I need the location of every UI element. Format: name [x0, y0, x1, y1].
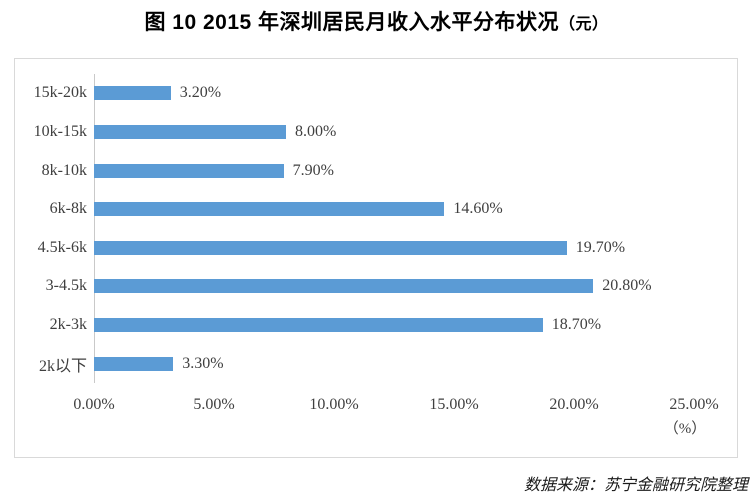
bar-row: 2k-3k 18.70%	[15, 306, 737, 345]
bar	[94, 356, 174, 371]
category-label: 3-4.5k	[45, 277, 87, 295]
x-tick-label: 15.00%	[429, 396, 479, 413]
chart-title-text: 图 10 2015 年深圳居民月收入水平分布状况	[144, 11, 560, 34]
bar-row: 3-4.5k 20.80%	[15, 267, 737, 306]
source-note: 数据来源：苏宁金融研究院整理	[523, 477, 748, 494]
bar-row: 10k-15k 8.00%	[15, 113, 737, 152]
bar-row: 2k以下 3.30%	[15, 344, 737, 383]
value-label: 20.80%	[602, 277, 652, 295]
category-label: 2k以下	[38, 357, 87, 375]
x-axis: 0.00% 5.00% 10.00% 15.00% 20.00% 25.00%	[15, 396, 737, 416]
category-label: 2k-3k	[49, 316, 87, 334]
value-label: 7.90%	[292, 161, 334, 179]
bar	[94, 202, 445, 217]
chart-title-unit: （元）	[559, 16, 609, 33]
chart-title: 图 10 2015 年深圳居民月收入水平分布状况（元）	[0, 6, 753, 36]
bar-rows: 15k-20k 3.20% 10k-15k 8.00% 8k-10k 7.90% 6k-8k…	[15, 74, 737, 383]
bar-row: 4.5k-6k 19.70%	[15, 229, 737, 268]
x-tick-label: 5.00%	[193, 396, 235, 413]
bar-row: 6k-8k 14.60%	[15, 190, 737, 229]
category-label: 15k-20k	[33, 84, 87, 102]
chart-frame: 15k-20k 3.20% 10k-15k 8.00% 8k-10k 7.90% 6k-8k…	[14, 58, 738, 458]
category-label: 8k-10k	[41, 161, 87, 179]
bar	[94, 86, 171, 101]
value-label: 18.70%	[551, 316, 602, 334]
bar	[94, 124, 286, 139]
bar	[94, 163, 284, 178]
category-axis-line	[94, 74, 95, 383]
category-label: 4.5k-6k	[37, 238, 87, 256]
x-tick-label: 25.00%	[669, 396, 719, 413]
value-label: 3.30%	[182, 354, 224, 372]
value-label: 3.20%	[179, 84, 222, 102]
bar	[94, 240, 567, 255]
bar	[94, 279, 594, 294]
value-label: 19.70%	[575, 238, 626, 256]
bar-row: 15k-20k 3.20%	[15, 74, 737, 113]
category-label: 10k-15k	[33, 122, 87, 140]
x-tick-label: 0.00%	[73, 396, 115, 413]
x-tick-label: 20.00%	[549, 396, 599, 413]
value-label: 8.00%	[295, 122, 337, 140]
x-axis-unit-label: （%）	[663, 421, 707, 437]
x-tick-label: 10.00%	[309, 396, 359, 413]
bar	[94, 318, 543, 333]
value-label: 14.60%	[453, 200, 503, 218]
bar-row: 8k-10k 7.90%	[15, 151, 737, 190]
category-label: 6k-8k	[49, 200, 87, 218]
